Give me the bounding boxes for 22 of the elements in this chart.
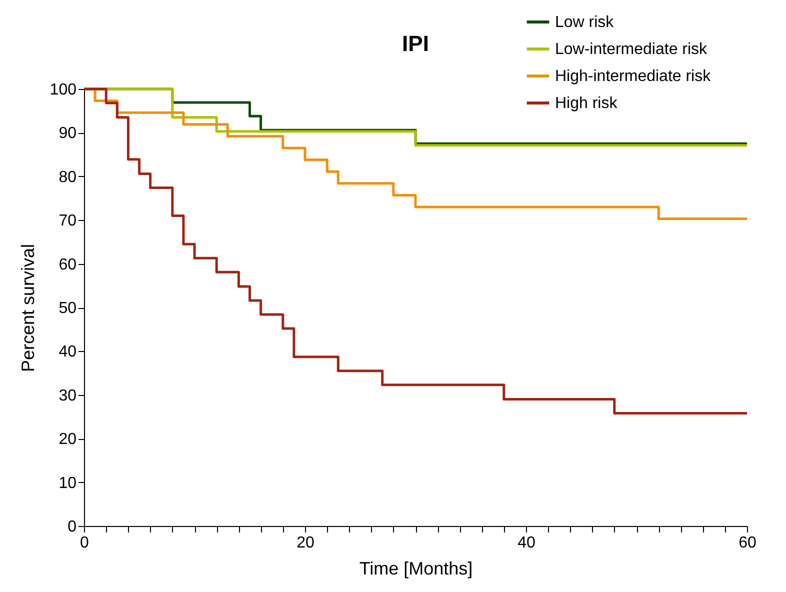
y-axis-title: Percent survival	[18, 244, 38, 372]
chart-title: IPI	[402, 31, 429, 56]
y-tick-label: 60	[58, 256, 77, 274]
x-tick-label: 0	[80, 534, 90, 552]
y-tick-label: 30	[58, 387, 77, 404]
y-tick-label: 10	[58, 474, 77, 492]
y-tick-label: 50	[58, 300, 77, 317]
y-tick-label: 80	[58, 168, 77, 186]
x-tick-label: 60	[738, 534, 756, 552]
y-tick-label: 70	[58, 212, 77, 230]
y-tick-label: 100	[50, 82, 77, 98]
legend-label: High-intermediate risk	[555, 68, 712, 85]
y-tick-label: 20	[58, 431, 77, 448]
x-axis-title: Time [Months]	[359, 558, 473, 578]
y-tick-label: 90	[58, 125, 77, 142]
x-tick-label: 40	[518, 534, 536, 552]
x-tick-label: 20	[296, 534, 314, 552]
y-tick-label: 0	[68, 518, 77, 536]
legend-label: High risk	[555, 95, 618, 112]
legend-label: Low-intermediate risk	[555, 41, 708, 58]
y-tick-label: 40	[58, 344, 77, 361]
legend-label: Low risk	[555, 14, 615, 31]
